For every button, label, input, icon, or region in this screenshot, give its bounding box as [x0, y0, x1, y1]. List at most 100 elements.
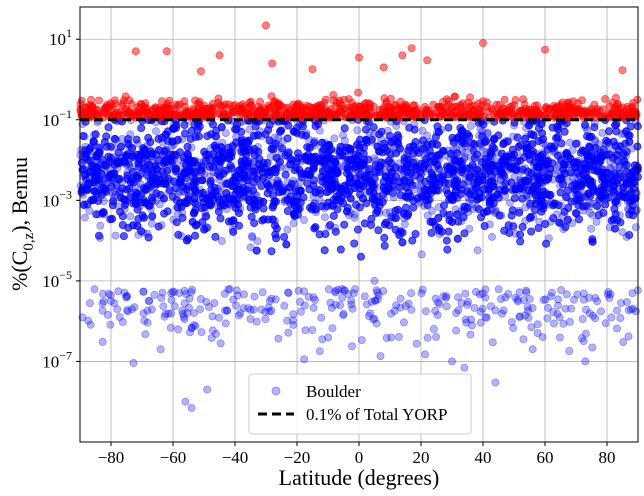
boulder-point: [629, 184, 638, 193]
boulder-point: [478, 146, 487, 155]
boulder-point: [537, 163, 546, 172]
boulder-point: [166, 159, 175, 168]
boulder-point: [434, 155, 443, 164]
boulder-point: [230, 219, 239, 228]
boulder-point: [380, 233, 389, 242]
boulder-point: [232, 194, 241, 203]
boulder-point: [514, 206, 523, 215]
boulder-point: [563, 216, 572, 225]
boulder-point: [461, 175, 470, 184]
boulder-point: [561, 222, 570, 231]
boulder-point: [572, 177, 581, 186]
boulder-point: [240, 148, 249, 157]
boulder-point: [586, 208, 595, 217]
boulder-point: [120, 205, 129, 214]
boulder-point: [618, 228, 627, 237]
boulder-point: [257, 181, 266, 190]
boulder-point: [581, 120, 590, 129]
boulder-point: [480, 176, 489, 185]
boulder-point: [254, 159, 263, 168]
boulder-point: [114, 202, 123, 211]
boulder-point: [119, 232, 128, 241]
boulder-point: [183, 142, 192, 151]
boulder-point: [346, 173, 355, 182]
boulder-point: [570, 168, 579, 177]
boulder-point: [90, 176, 99, 185]
boulder-point: [467, 139, 476, 148]
boulder-point: [587, 224, 596, 233]
boulder-point: [331, 227, 340, 236]
boulder-point: [341, 186, 350, 195]
boulder-point: [344, 182, 353, 191]
boulder-point: [391, 213, 400, 222]
boulder-point: [571, 158, 580, 167]
boulder-point: [108, 188, 117, 197]
boulder-point: [590, 123, 599, 132]
boulder-point: [83, 181, 92, 190]
boulder-point: [449, 145, 458, 154]
boulder-point: [304, 166, 313, 175]
boulder-point: [428, 206, 437, 215]
boulder-point: [481, 159, 490, 168]
boulder-point: [127, 189, 136, 198]
boulder-point: [367, 214, 376, 223]
boulder-point: [406, 157, 415, 166]
boulder-point: [187, 157, 196, 166]
boulder-point: [160, 209, 169, 218]
boulder-point: [311, 208, 320, 217]
boulder-point: [136, 180, 145, 189]
boulder-point: [123, 171, 132, 180]
boulder-point: [622, 151, 631, 160]
boulder-point: [550, 199, 559, 208]
boulder-point: [296, 198, 305, 207]
boulder-point: [545, 200, 554, 209]
boulder-point: [340, 152, 349, 161]
boulder-point: [127, 177, 136, 186]
boulder-point: [623, 197, 632, 206]
boulder-point: [222, 180, 231, 189]
boulder-point: [144, 165, 153, 174]
boulder-point: [137, 149, 146, 158]
boulder-point: [247, 232, 256, 241]
boulder-point: [497, 211, 506, 220]
boulder-point: [371, 168, 380, 177]
boulder-point: [510, 121, 519, 130]
boulder-point: [216, 182, 225, 191]
boulder-point: [201, 208, 210, 217]
boulder-point: [338, 131, 347, 140]
boulder-point: [117, 142, 126, 151]
boulder-point: [187, 143, 196, 152]
boulder-point: [90, 130, 99, 139]
boulder-point: [297, 130, 306, 139]
boulder-point: [510, 194, 519, 203]
boulder-point: [162, 131, 171, 140]
boulder-point: [148, 178, 157, 187]
boulder-point: [394, 133, 403, 142]
boulder-point: [389, 193, 398, 202]
boulder-point: [250, 190, 259, 199]
boulder-point: [585, 189, 594, 198]
boulder-point: [236, 204, 245, 213]
boulder-point: [222, 204, 231, 213]
boulder-point: [627, 189, 636, 198]
boulder-point: [365, 128, 374, 137]
boulder-point: [232, 132, 241, 141]
boulder-point: [107, 173, 116, 182]
boulder-point: [307, 168, 316, 177]
boulder-point: [357, 140, 366, 149]
boulder-point: [151, 196, 160, 205]
boulder-point: [274, 160, 283, 169]
boulder-point: [353, 126, 362, 135]
boulder-point: [132, 135, 141, 144]
boulder-point: [587, 165, 596, 174]
boulder-point: [134, 160, 143, 169]
boulder-point: [198, 163, 207, 172]
boulder-point: [136, 192, 145, 201]
boulder-point: [501, 191, 510, 200]
boulder-point: [230, 170, 239, 179]
boulder-point: [507, 211, 516, 220]
boulder-point: [186, 134, 195, 143]
boulder-point: [606, 157, 615, 166]
boulder-point: [202, 212, 211, 221]
boulder-point: [625, 230, 634, 239]
